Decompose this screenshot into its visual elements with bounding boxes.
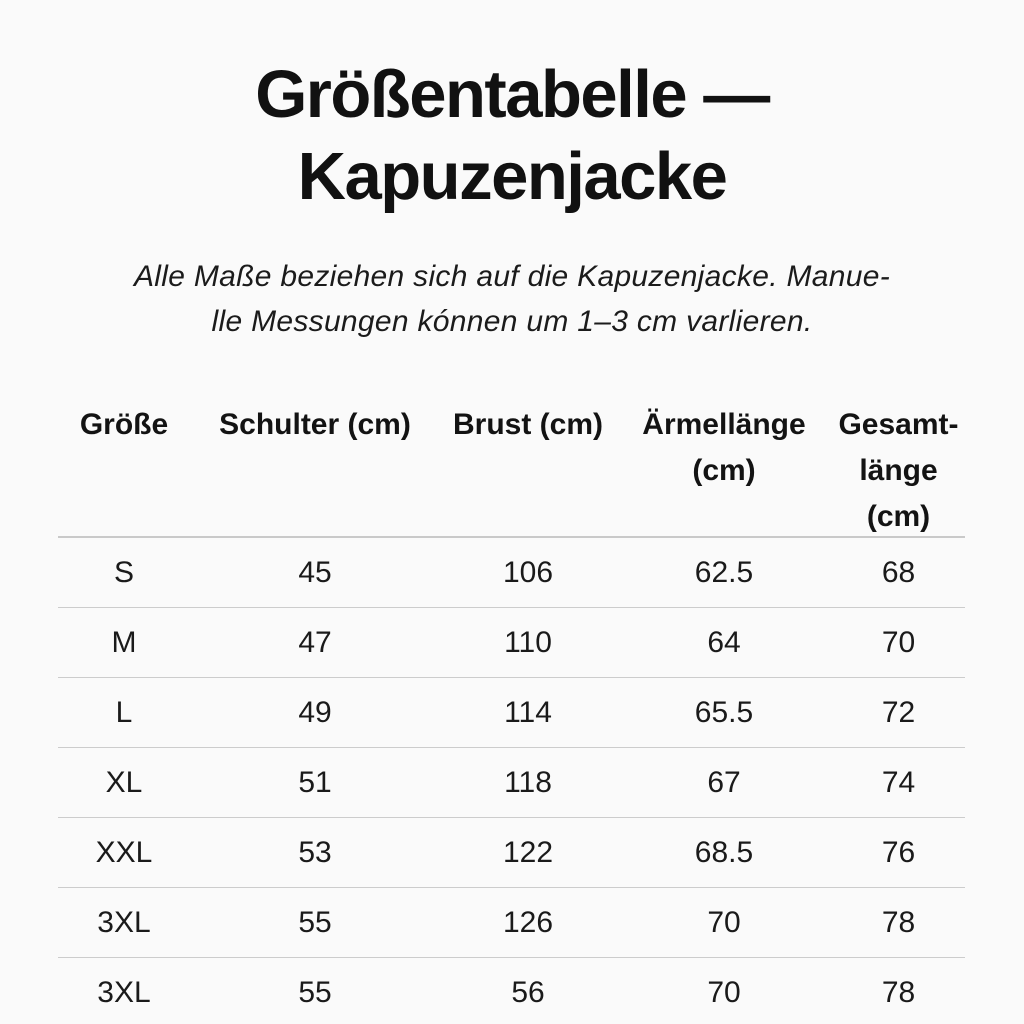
cell-brust: 106 — [502, 555, 554, 589]
cell-gesamtlaenge: 74 — [881, 765, 916, 799]
cell-schulter: 53 — [298, 835, 332, 869]
header-brust: Brust (cm) — [452, 408, 603, 441]
cell-brust: 122 — [502, 835, 554, 869]
cell-gesamtlaenge: 78 — [881, 905, 916, 939]
cell-schulter: 55 — [298, 905, 332, 939]
cell-brust: 110 — [504, 625, 552, 659]
subtitle-line-2: lle Messungen kónnen um 1–3 cm varlieren… — [211, 305, 813, 338]
size-table: Größe Schulter (cm) Brust (cm) Ärmelläng… — [58, 398, 965, 1024]
cell-brust: 126 — [502, 905, 554, 939]
header-groesse: Größe — [79, 408, 169, 441]
cell-schulter: 51 — [298, 765, 332, 799]
page-title-line-1: Größentabelle — — [255, 57, 770, 132]
cell-aermellaenge: 67 — [707, 765, 741, 799]
cell-gesamtlaenge: 78 — [881, 976, 916, 1009]
cell-groesse: XXL — [95, 835, 153, 869]
cell-aermellaenge: 68.5 — [694, 835, 754, 869]
table-header-row: Größe Schulter (cm) Brust (cm) Ärmelläng… — [58, 398, 965, 538]
cell-brust: 56 — [511, 976, 545, 1009]
cell-groesse: 3XL — [97, 905, 151, 939]
cell-gesamtlaenge: 68 — [881, 555, 916, 589]
table-row: 3XL 55 56 70 78 — [58, 958, 965, 1024]
subtitle: Alle Maße beziehen sich auf die Kapuzenj… — [0, 254, 1024, 344]
cell-groesse: L — [115, 695, 133, 729]
cell-schulter: 45 — [298, 555, 332, 589]
cell-schulter: 49 — [298, 695, 332, 729]
page-title-line-2: Kapuzenjacke — [297, 139, 728, 214]
page-title: Größentabelle — Kapuzenjacke — [0, 54, 1024, 218]
cell-groesse: 3XL — [97, 976, 151, 1009]
header-schulter: Schulter (cm) — [219, 408, 411, 441]
cell-gesamtlaenge: 76 — [881, 835, 916, 869]
table-row: XXL 53 122 68.5 76 — [58, 818, 965, 888]
cell-brust: 114 — [504, 695, 552, 729]
cell-groesse: S — [113, 555, 134, 589]
cell-gesamtlaenge: 70 — [881, 625, 916, 659]
cell-aermellaenge: 70 — [707, 976, 741, 1009]
table-row: XL 51 118 67 74 — [58, 748, 965, 818]
cell-groesse: M — [111, 625, 137, 659]
table-row: L 49 114 65.5 72 — [58, 678, 965, 748]
cell-aermellaenge: 64 — [707, 625, 741, 659]
cell-aermellaenge: 62.5 — [694, 555, 754, 589]
header-gesamtlaenge: Gesamt- länge (cm) — [838, 408, 959, 533]
table-row: S 45 106 62.5 68 — [58, 538, 965, 608]
table-row: M 47 110 64 70 — [58, 608, 965, 678]
cell-schulter: 47 — [298, 625, 332, 659]
cell-aermellaenge: 65.5 — [694, 695, 754, 729]
cell-schulter: 55 — [298, 976, 332, 1009]
header-aermellaenge: Ärmellänge (cm) — [642, 408, 806, 487]
cell-aermellaenge: 70 — [707, 905, 741, 939]
cell-groesse: XL — [105, 765, 143, 799]
table-row: 3XL 55 126 70 78 — [58, 888, 965, 958]
subtitle-line-1: Alle Maße beziehen sich auf die Kapuzenj… — [133, 260, 891, 293]
cell-gesamtlaenge: 72 — [881, 695, 916, 729]
cell-brust: 118 — [504, 765, 552, 799]
